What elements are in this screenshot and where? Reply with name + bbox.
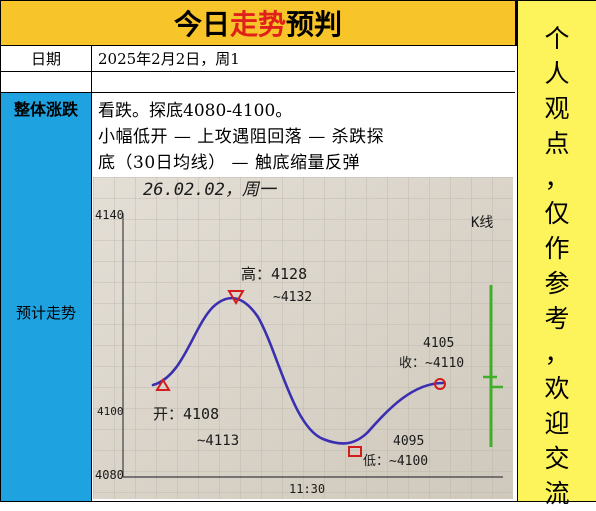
side-char: 作 bbox=[544, 234, 570, 263]
close-label-2: 收：~4110 bbox=[399, 356, 464, 371]
title-highlight: 走势 bbox=[229, 8, 286, 41]
high-label-1: 高：4128 bbox=[241, 265, 307, 283]
side-char: ， bbox=[544, 339, 570, 368]
side-char: 人 bbox=[544, 59, 570, 88]
forecast-label: 预计走势 bbox=[1, 123, 92, 501]
y-label-mid: 4100 bbox=[97, 405, 124, 418]
side-char: 参 bbox=[544, 269, 570, 298]
side-char: 迎 bbox=[544, 409, 570, 438]
title-prefix: 今日 bbox=[173, 8, 230, 41]
forecast-text: 小幅低开 — 上攻遇阻回落 — 杀跌探 底（30日均线） — 触底缩量反弹 bbox=[98, 124, 508, 176]
open-label-1: 开：4108 bbox=[153, 405, 219, 423]
sketch-photo: 26.02.02，周一 4140 4100 4080 11:30 高：4128 … bbox=[93, 177, 513, 499]
side-char: 点 bbox=[544, 129, 570, 158]
date-label: 日期 bbox=[1, 46, 92, 71]
low-label-1: 4095 bbox=[393, 434, 424, 449]
high-label-2: ~4132 bbox=[273, 290, 312, 305]
side-char: 仅 bbox=[544, 199, 570, 228]
date-row: 日期 2025年2月2日，周1 bbox=[1, 46, 515, 72]
x-label-time: 11:30 bbox=[289, 482, 325, 496]
side-char: 交 bbox=[544, 444, 570, 473]
title-suffix: 预判 bbox=[286, 8, 343, 41]
kline-label: K线 bbox=[471, 215, 493, 231]
page-title: 今日 走势 预判 bbox=[1, 1, 517, 46]
low-marker bbox=[348, 446, 362, 457]
side-char: 观 bbox=[544, 94, 570, 123]
y-label-bottom: 4080 bbox=[95, 468, 124, 482]
side-char: ， bbox=[544, 164, 570, 193]
date-value: 2025年2月2日，周1 bbox=[98, 50, 240, 68]
side-char: 考 bbox=[544, 304, 570, 333]
side-char: 欢 bbox=[544, 374, 570, 403]
blank-label bbox=[1, 72, 92, 92]
close-label-1: 4105 bbox=[423, 336, 454, 351]
side-banner-text: 个人观点 ， 仅作参考 ， 欢迎交流 bbox=[518, 21, 596, 511]
paper-grid bbox=[93, 177, 513, 499]
sketch-header: 26.02.02，周一 bbox=[143, 180, 278, 200]
trend-curve bbox=[151, 296, 445, 445]
open-marker bbox=[155, 378, 171, 391]
overall-value: 看跌。探底4080-4100。 bbox=[98, 100, 293, 121]
low-label-2: 低：~4100 bbox=[363, 454, 428, 469]
side-banner: 个人观点 ， 仅作参考 ， 欢迎交流 bbox=[517, 1, 596, 508]
overall-label: 整体涨跌 bbox=[1, 93, 92, 123]
side-char: 流 bbox=[544, 479, 570, 508]
close-marker bbox=[434, 378, 446, 390]
blank-row bbox=[1, 72, 515, 93]
high-marker bbox=[227, 290, 245, 305]
forecast-line-1: 小幅低开 — 上攻遇阻回落 — 杀跌探 bbox=[98, 127, 385, 147]
forecast-line-2: 底（30日均线） — 触底缩量反弹 bbox=[98, 153, 360, 173]
overall-row: 整体涨跌 看跌。探底4080-4100。 bbox=[1, 93, 515, 123]
open-label-2: ~4113 bbox=[197, 433, 239, 449]
y-label-top: 4140 bbox=[95, 208, 124, 222]
sketch-drawing: 26.02.02，周一 4140 4100 4080 11:30 高：4128 … bbox=[93, 177, 513, 499]
side-char: 个 bbox=[544, 24, 570, 53]
